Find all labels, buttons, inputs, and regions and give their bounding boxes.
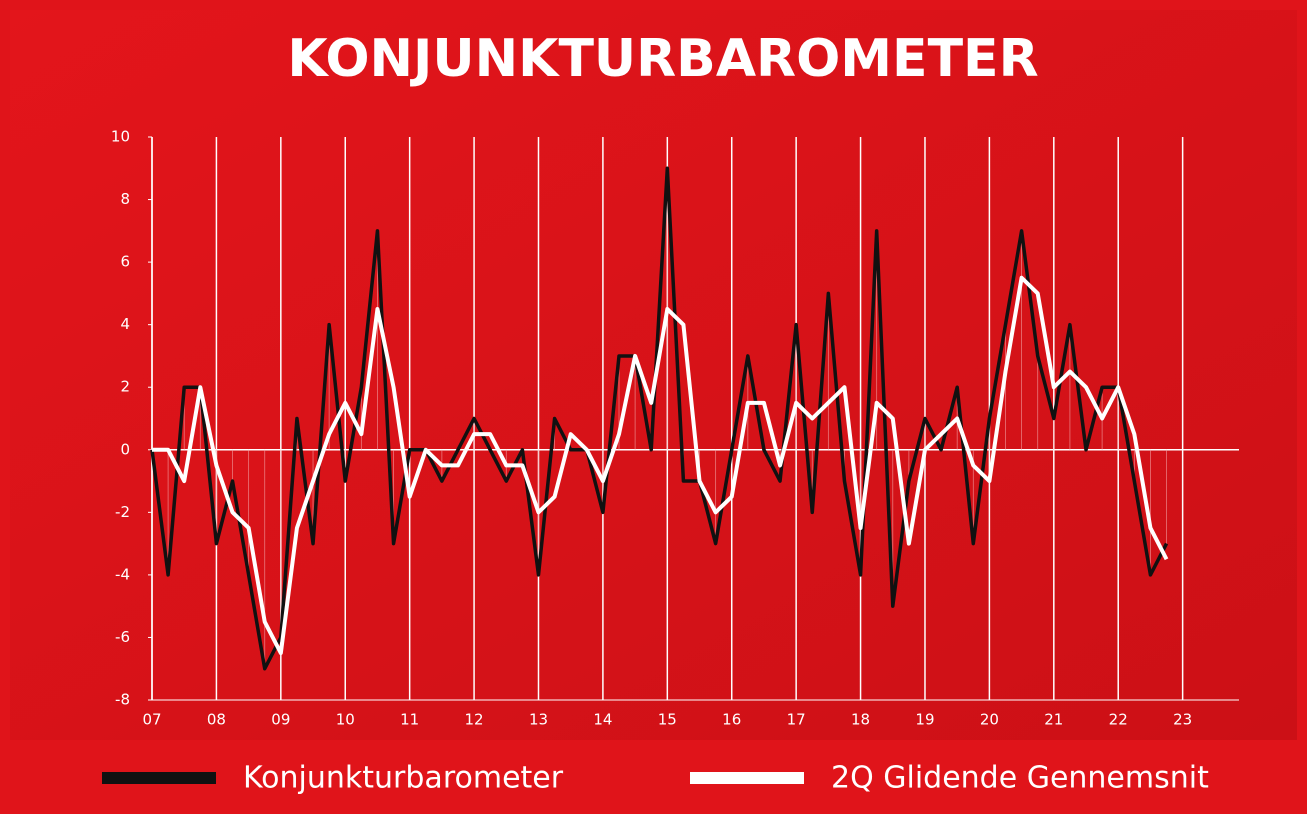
legend-swatch <box>690 772 804 784</box>
x-tick-label: 19 <box>915 711 934 729</box>
y-tick-label: 2 <box>120 378 130 396</box>
x-tick-label: 11 <box>400 711 419 729</box>
x-tick-label: 09 <box>271 711 290 729</box>
y-tick-label: 4 <box>120 315 130 333</box>
y-tick-label: -6 <box>115 628 130 646</box>
legend-swatch <box>102 772 216 784</box>
y-tick-label: 10 <box>111 128 130 146</box>
x-tick-label: 18 <box>851 711 870 729</box>
y-tick-label: 8 <box>120 190 130 208</box>
x-tick-label: 16 <box>722 711 741 729</box>
series-line <box>152 275 1169 656</box>
y-tick-label: -8 <box>115 691 130 709</box>
x-tick-label: 15 <box>658 711 677 729</box>
x-tick-label: 22 <box>1109 711 1128 729</box>
panel <box>10 10 1297 740</box>
x-tick-label: 21 <box>1044 711 1063 729</box>
x-tick-label: 10 <box>336 711 355 729</box>
chart-title: KONJUNKTURBAROMETER <box>287 29 1038 89</box>
y-tick-label: -4 <box>115 565 130 583</box>
series-line <box>150 166 1169 671</box>
legend: Konjunkturbarometer 2Q Glidende Gennemsni… <box>102 761 1209 796</box>
x-tick-label: 14 <box>593 711 612 729</box>
x-tick-label: 23 <box>1173 711 1192 729</box>
y-tick-label: 0 <box>120 440 130 458</box>
y-tick-label: 6 <box>120 253 130 271</box>
x-tick-label: 07 <box>142 711 161 729</box>
y-tick-label: -2 <box>115 503 130 521</box>
x-tick-label: 17 <box>787 711 806 729</box>
legend-label: 2Q Glidende Gennemsnit <box>831 761 1209 796</box>
x-tick-label: 13 <box>529 711 548 729</box>
x-tick-label: 08 <box>207 711 226 729</box>
legend-label: Konjunkturbarometer <box>243 761 564 796</box>
x-tick-label: 12 <box>465 711 484 729</box>
x-tick-label: 20 <box>980 711 999 729</box>
